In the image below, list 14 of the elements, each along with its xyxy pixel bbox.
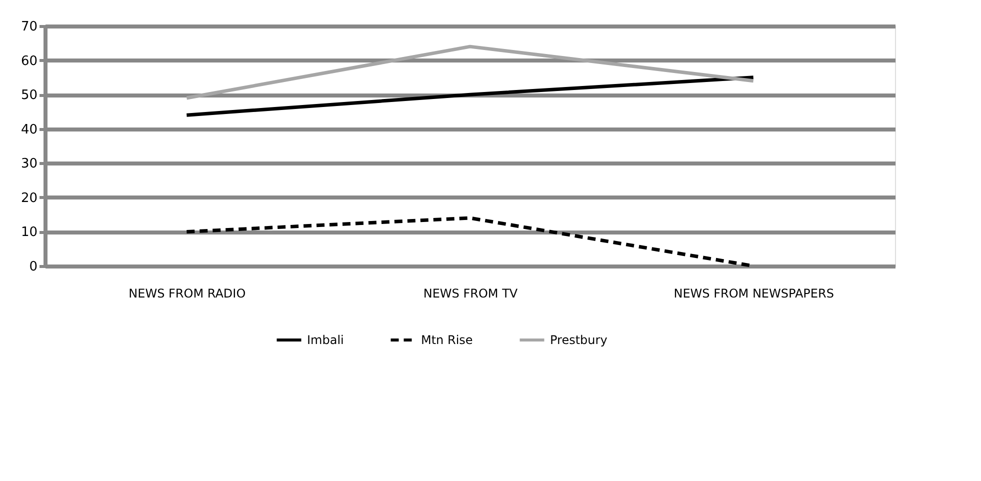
x-tick-label: NEWS FROM RADIO <box>128 286 246 300</box>
y-tick-label: 10 <box>20 225 38 240</box>
y-tick-label: 40 <box>20 122 38 138</box>
y-tick-label: 70 <box>20 20 38 34</box>
y-tick-label: 30 <box>20 156 38 172</box>
legend-label: Prestbury <box>550 333 608 347</box>
y-tick-label: 20 <box>20 190 38 206</box>
legend-label: Imbali <box>307 333 344 347</box>
y-tick-label: 0 <box>29 260 38 274</box>
y-tick-label: 50 <box>20 88 38 104</box>
x-tick-label: NEWS FROM TV <box>423 286 518 300</box>
x-tick-label: NEWS FROM NEWSPAPERS <box>674 286 834 300</box>
legend-label: Mtn Rise <box>421 333 473 347</box>
y-tick-label: 60 <box>20 54 38 69</box>
